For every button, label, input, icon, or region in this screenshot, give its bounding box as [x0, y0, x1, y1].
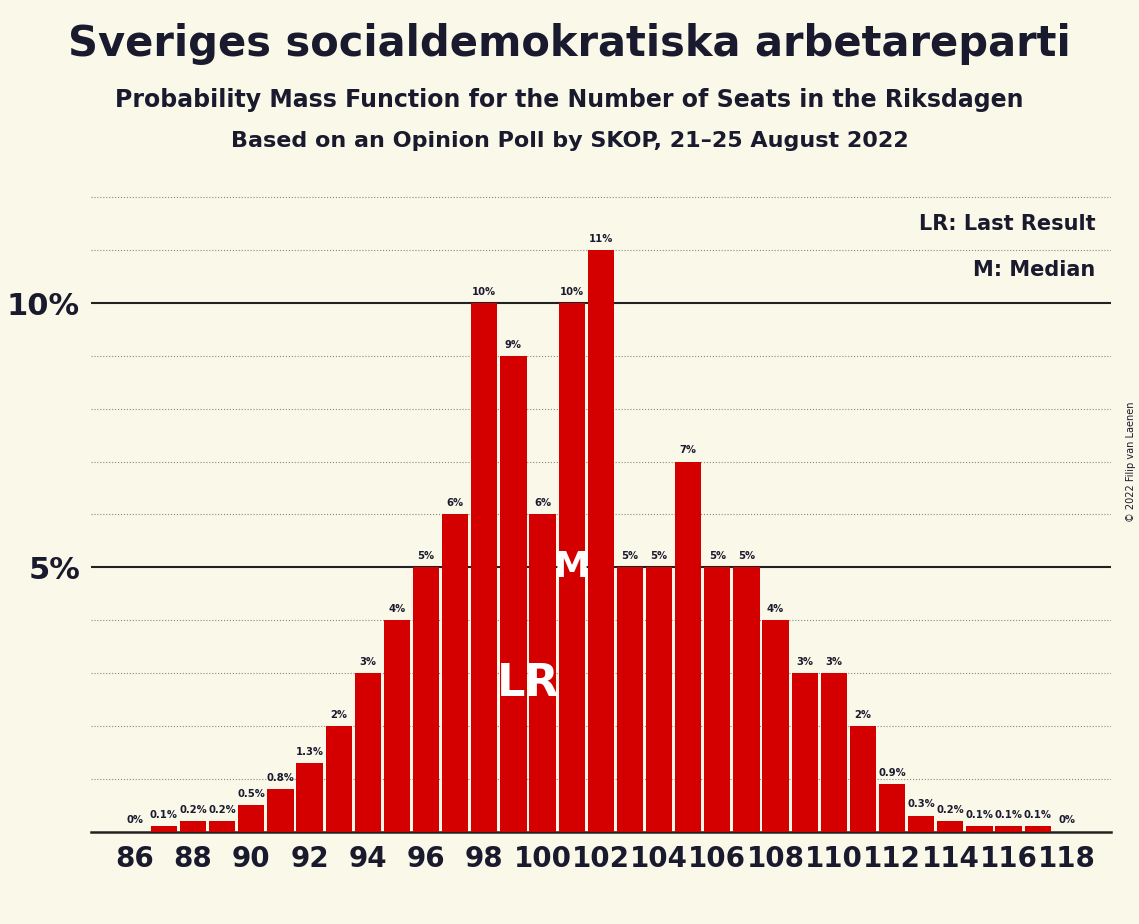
Bar [646, 567, 672, 832]
Text: © 2022 Filip van Laenen: © 2022 Filip van Laenen [1126, 402, 1136, 522]
Text: 5%: 5% [708, 551, 726, 561]
Bar [472, 303, 498, 832]
Text: 0.1%: 0.1% [150, 810, 178, 820]
Bar [850, 726, 876, 832]
Bar [966, 826, 992, 832]
Bar [413, 567, 440, 832]
Text: 0%: 0% [126, 815, 144, 825]
Text: 5%: 5% [738, 551, 755, 561]
Bar [995, 826, 1022, 832]
Text: 0.9%: 0.9% [878, 768, 906, 778]
Bar [879, 784, 906, 832]
Bar [588, 250, 614, 832]
Text: 0.1%: 0.1% [1024, 810, 1051, 820]
Text: 0.8%: 0.8% [267, 773, 294, 783]
Bar [530, 515, 556, 832]
Text: 0%: 0% [1058, 815, 1075, 825]
Bar [354, 673, 380, 832]
Bar [150, 826, 177, 832]
Bar [326, 726, 352, 832]
Text: 4%: 4% [388, 604, 405, 614]
Text: M: Median: M: Median [973, 261, 1096, 280]
Text: 10%: 10% [559, 286, 584, 297]
Text: LR: LR [497, 663, 559, 705]
Bar [180, 821, 206, 832]
Text: 6%: 6% [446, 498, 464, 508]
Text: 3%: 3% [796, 657, 813, 667]
Bar [1025, 826, 1051, 832]
Bar [500, 356, 526, 832]
Text: 2%: 2% [854, 710, 871, 720]
Text: 5%: 5% [418, 551, 435, 561]
Text: Based on an Opinion Poll by SKOP, 21–25 August 2022: Based on an Opinion Poll by SKOP, 21–25 … [231, 131, 908, 152]
Text: M: M [554, 551, 590, 584]
Bar [558, 303, 584, 832]
Text: Sveriges socialdemokratiska arbetareparti: Sveriges socialdemokratiska arbetarepart… [68, 23, 1071, 65]
Bar [617, 567, 644, 832]
Text: 0.1%: 0.1% [994, 810, 1023, 820]
Bar [296, 763, 322, 832]
Bar [762, 620, 788, 832]
Text: 0.1%: 0.1% [966, 810, 993, 820]
Bar [908, 816, 934, 832]
Text: 1.3%: 1.3% [295, 747, 323, 757]
Bar [268, 789, 294, 832]
Text: 9%: 9% [505, 340, 522, 349]
Text: 3%: 3% [826, 657, 843, 667]
Bar [210, 821, 236, 832]
Bar [792, 673, 818, 832]
Text: 0.2%: 0.2% [936, 805, 965, 815]
Bar [384, 620, 410, 832]
Text: 2%: 2% [330, 710, 347, 720]
Text: 11%: 11% [589, 234, 613, 244]
Text: 5%: 5% [622, 551, 639, 561]
Text: 10%: 10% [473, 286, 497, 297]
Bar [442, 515, 468, 832]
Text: 4%: 4% [767, 604, 785, 614]
Bar [675, 462, 702, 832]
Text: 6%: 6% [534, 498, 551, 508]
Bar [937, 821, 964, 832]
Text: 5%: 5% [650, 551, 667, 561]
Text: Probability Mass Function for the Number of Seats in the Riksdagen: Probability Mass Function for the Number… [115, 88, 1024, 112]
Bar [821, 673, 847, 832]
Text: 0.5%: 0.5% [237, 789, 265, 799]
Bar [238, 805, 264, 832]
Text: 0.2%: 0.2% [208, 805, 236, 815]
Bar [734, 567, 760, 832]
Bar [704, 567, 730, 832]
Text: 0.2%: 0.2% [179, 805, 207, 815]
Text: 0.3%: 0.3% [908, 799, 935, 809]
Text: 7%: 7% [680, 445, 697, 456]
Text: LR: Last Result: LR: Last Result [919, 213, 1096, 234]
Text: 3%: 3% [359, 657, 376, 667]
